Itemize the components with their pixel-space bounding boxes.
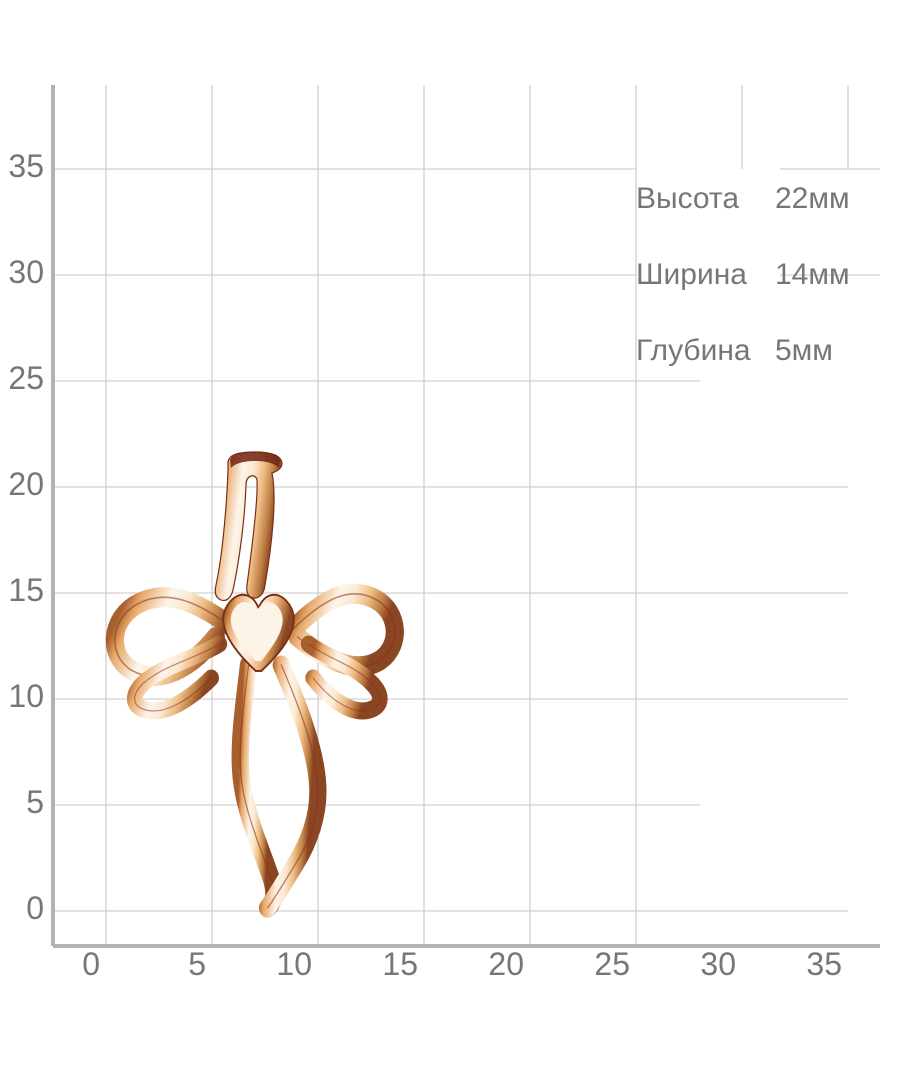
svg-text:20: 20 bbox=[488, 946, 524, 982]
svg-text:10: 10 bbox=[8, 678, 44, 714]
svg-text:Высота: Высота bbox=[636, 182, 739, 215]
svg-text:30: 30 bbox=[700, 946, 736, 982]
svg-text:20: 20 bbox=[8, 466, 44, 502]
svg-text:30: 30 bbox=[8, 254, 44, 290]
svg-text:35: 35 bbox=[806, 946, 842, 982]
svg-text:Глубина: Глубина bbox=[636, 334, 751, 367]
svg-text:22мм: 22мм bbox=[775, 182, 850, 215]
svg-text:35: 35 bbox=[8, 148, 44, 184]
svg-text:Ширина: Ширина bbox=[636, 258, 747, 291]
svg-text:25: 25 bbox=[8, 360, 44, 396]
svg-text:25: 25 bbox=[594, 946, 630, 982]
svg-text:15: 15 bbox=[382, 946, 418, 982]
svg-text:5: 5 bbox=[26, 784, 44, 820]
svg-text:5: 5 bbox=[188, 946, 206, 982]
svg-text:10: 10 bbox=[276, 946, 312, 982]
svg-text:5мм: 5мм bbox=[775, 334, 833, 367]
svg-text:0: 0 bbox=[26, 890, 44, 926]
svg-text:0: 0 bbox=[82, 946, 100, 982]
svg-text:15: 15 bbox=[8, 572, 44, 608]
svg-text:14мм: 14мм bbox=[775, 258, 850, 291]
